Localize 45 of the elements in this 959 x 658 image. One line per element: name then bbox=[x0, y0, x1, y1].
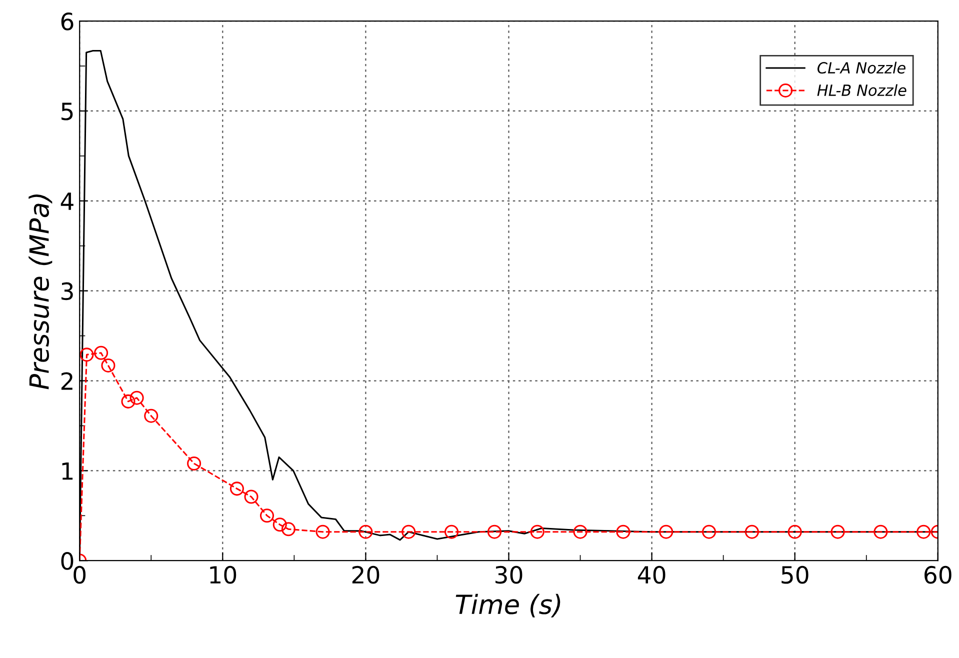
point bbox=[230, 482, 244, 496]
y-tick-label: 0 bbox=[61, 552, 74, 570]
x-tick-label: 50 bbox=[782, 566, 808, 584]
x-tick-label: 10 bbox=[210, 566, 236, 584]
point bbox=[744, 524, 759, 539]
x-tick-label: 20 bbox=[352, 566, 380, 584]
point bbox=[659, 524, 674, 539]
point bbox=[573, 524, 588, 539]
point bbox=[788, 524, 802, 539]
x-tick-label: 60 bbox=[924, 566, 952, 584]
point bbox=[244, 490, 258, 504]
point bbox=[402, 524, 416, 539]
point bbox=[281, 522, 296, 536]
point bbox=[530, 524, 544, 539]
point bbox=[358, 524, 373, 539]
point bbox=[830, 524, 845, 539]
point bbox=[144, 408, 158, 423]
x-tick-label: 0 bbox=[74, 566, 86, 584]
x-axis-title: Time (s) bbox=[456, 594, 560, 618]
point bbox=[316, 524, 330, 539]
y-tick-label: 6 bbox=[61, 12, 74, 30]
legend-label: HL-B Nozzle bbox=[817, 84, 906, 96]
point bbox=[260, 508, 274, 523]
point bbox=[187, 456, 202, 471]
point bbox=[874, 524, 888, 539]
y-tick-label: 1 bbox=[62, 462, 73, 480]
y-tick-label: 2 bbox=[61, 372, 72, 390]
y-tick-label: 3 bbox=[62, 282, 73, 300]
point bbox=[272, 518, 287, 532]
point bbox=[916, 524, 931, 539]
point bbox=[101, 358, 116, 372]
x-tick-label: 40 bbox=[638, 566, 666, 584]
point bbox=[702, 524, 716, 539]
point bbox=[94, 346, 108, 360]
y-tick-label: 4 bbox=[60, 192, 74, 210]
point bbox=[444, 524, 459, 539]
legend-label: CL-A Nozzle bbox=[818, 62, 906, 74]
point bbox=[121, 394, 136, 408]
point bbox=[80, 348, 94, 362]
point bbox=[130, 390, 144, 405]
point bbox=[487, 524, 502, 539]
y-axis-title: Pressure (MPa) bbox=[28, 194, 52, 390]
y-tick-label: 5 bbox=[62, 102, 73, 120]
point bbox=[616, 524, 630, 539]
x-tick-label: 30 bbox=[496, 566, 522, 584]
